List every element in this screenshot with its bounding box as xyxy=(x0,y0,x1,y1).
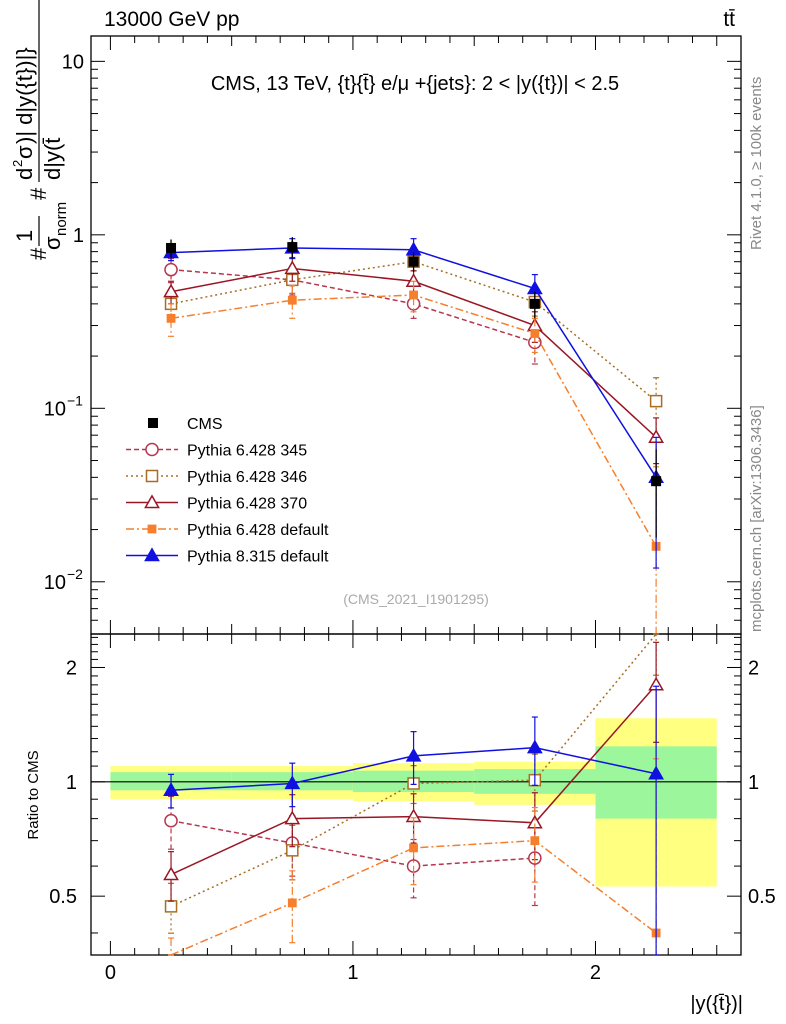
series-line xyxy=(170,268,536,344)
y-axis-title-one: 1 xyxy=(12,230,37,242)
data-point xyxy=(530,836,540,846)
ratio-tick-label-left: 2 xyxy=(66,657,77,679)
y-axis-title-two: 2 xyxy=(10,160,25,167)
mcplots-label: mcplots.cern.ch [arXiv:1306.3436] xyxy=(748,405,765,632)
legend: CMS Pythia 6.428 345 Pythia 6.428 346 Pythi… xyxy=(126,416,329,566)
y-tick-exponent: −1 xyxy=(67,392,83,408)
data-point xyxy=(145,442,159,457)
data-point xyxy=(164,900,178,913)
data-point xyxy=(405,747,422,762)
y-axis-title-num-tail: )| d|y({t})|} xyxy=(12,47,37,144)
data-point xyxy=(144,547,160,562)
data-point xyxy=(144,494,160,509)
data-point xyxy=(164,813,178,828)
data-point xyxy=(164,262,178,277)
ratio-line xyxy=(170,819,535,867)
ratio-tick-label-right: 0.5 xyxy=(748,886,776,908)
data-point xyxy=(284,810,301,825)
y-axis-title-d: d xyxy=(12,168,37,180)
legend-label: Pythia 6.428 default xyxy=(187,522,329,539)
legend-marker xyxy=(148,418,158,428)
y-axis-title-norm: norm xyxy=(53,202,70,236)
x-tick-label: 0 xyxy=(105,962,116,984)
data-point xyxy=(166,242,177,253)
data-point xyxy=(163,866,179,881)
x-axis-title: |y({t̄})| xyxy=(690,993,743,1015)
data-point xyxy=(163,283,179,298)
data-point xyxy=(526,739,543,754)
data-point xyxy=(530,329,540,338)
data-point xyxy=(649,394,663,408)
legend-label: Pythia 8.315 default xyxy=(187,549,329,566)
y-tick-label: 10 xyxy=(44,398,66,420)
x-tick-label: 1 xyxy=(347,962,358,984)
energy-label: 13000 GeV pp xyxy=(104,8,239,31)
x-tick-label: 2 xyxy=(590,962,601,984)
y-axis-title-sigma2: σ xyxy=(12,145,37,159)
data-point xyxy=(648,765,665,780)
data-point xyxy=(284,260,301,275)
data-point xyxy=(145,469,159,483)
ratio-series-pythia-8-315-default xyxy=(163,685,665,956)
rivet-label: Rivet 4.1.0, ≥ 100k events xyxy=(748,77,765,250)
ratio-tick-label-right: 1 xyxy=(748,772,759,794)
ratio-axis-title: Ratio to CMS xyxy=(25,750,42,839)
ratio-line xyxy=(170,633,657,908)
main-frame xyxy=(90,35,742,635)
y-tick-label: 10 xyxy=(62,51,84,73)
ratio-tick-label-left: 0.5 xyxy=(49,886,77,908)
data-point xyxy=(166,313,176,323)
y-axis-title-sigma: σ xyxy=(40,236,65,250)
data-point xyxy=(287,898,297,908)
y-axis-title: # 1 σ norm # d 2 σ )| d|y({t})|} d|y(t̄ xyxy=(10,0,70,260)
chart-title: CMS, 13 TeV, {t}{t̄} e/μ +{jets}: 2 < |y… xyxy=(211,73,619,95)
data-point xyxy=(529,298,540,309)
y-tick-label: 10 xyxy=(44,572,66,594)
ratio-panel: 0 1 2 2 2 1 1 0.5 0.5 xyxy=(49,633,776,984)
y-tick-exponent: −2 xyxy=(67,566,83,582)
legend-label: Pythia 6.428 370 xyxy=(187,496,307,513)
ratio-line xyxy=(170,839,657,956)
data-point xyxy=(409,290,418,300)
process-label: tt̄ xyxy=(723,8,735,31)
series-cms xyxy=(166,237,662,538)
data-point xyxy=(409,843,418,853)
ratio-tick-label-right: 2 xyxy=(748,657,759,679)
y-axis-title-hash2: # xyxy=(26,187,51,200)
data-point xyxy=(408,256,419,267)
legend-label: Pythia 6.428 345 xyxy=(187,443,307,460)
data-point xyxy=(163,782,179,796)
ratio-tick-label-left: 1 xyxy=(66,772,77,794)
data-point xyxy=(287,295,297,305)
legend-label: CMS xyxy=(187,416,223,433)
analysis-watermark: (CMS_2021_I1901295) xyxy=(343,591,489,607)
data-point xyxy=(287,242,298,253)
legend-label: Pythia 6.428 346 xyxy=(187,469,307,486)
y-axis-title-hash: # xyxy=(26,247,51,260)
y-tick-label: 1 xyxy=(73,225,84,247)
y-axis-title-den: d|y(t̄ xyxy=(40,138,65,180)
data-point xyxy=(147,524,157,534)
data-point xyxy=(284,775,301,790)
data-point xyxy=(651,476,662,487)
ratio-frame xyxy=(90,633,742,956)
